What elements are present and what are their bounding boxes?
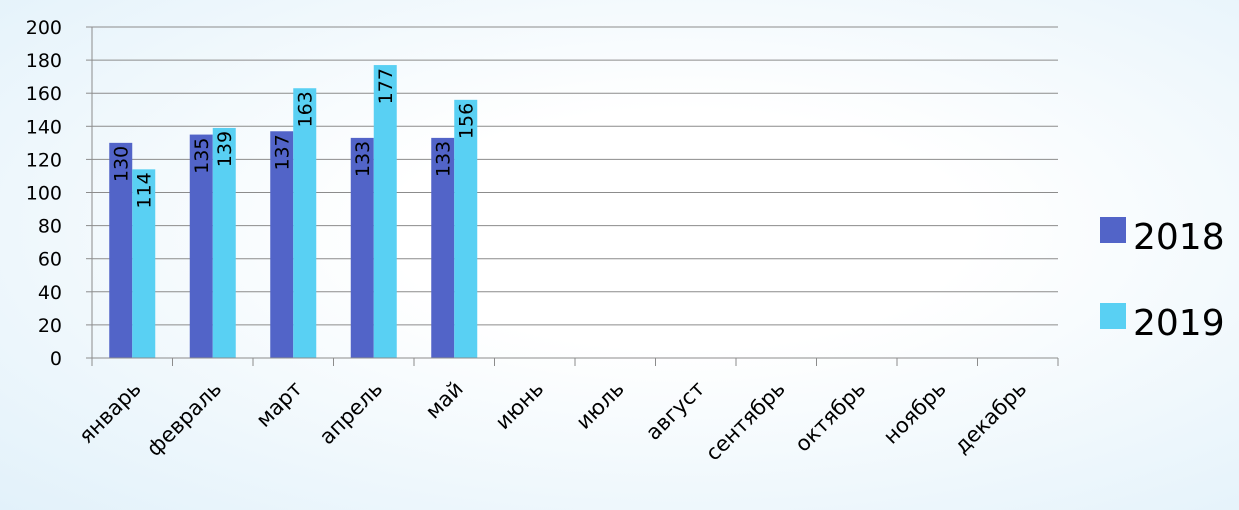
x-category-label: июнь [491, 377, 549, 435]
y-tick-label: 40 [38, 282, 62, 304]
bar-2019-январь [132, 169, 156, 358]
data-label: 133 [433, 141, 455, 177]
y-tick-label: 180 [26, 50, 62, 72]
y-tick-label: 120 [26, 149, 62, 171]
bar-2019-февраль [212, 127, 236, 358]
bar-2018-май [431, 137, 455, 358]
bar-2018-март [270, 131, 294, 358]
bar-2019-март [293, 88, 317, 359]
data-label: 139 [214, 131, 236, 167]
y-tick-label: 60 [38, 249, 62, 271]
legend-label: 2019 [1133, 303, 1225, 344]
y-tick-label: 80 [38, 216, 62, 238]
y-tick-label: 140 [26, 116, 62, 138]
data-label: 163 [295, 91, 317, 127]
bar-2019-апрель [373, 65, 397, 358]
y-axis-tick-labels: 0 20 40 60 80 100 120 140 160 180 200 [26, 17, 62, 370]
legend-swatch [1100, 217, 1126, 243]
x-category-label: октябрь [790, 377, 870, 457]
x-category-label: август [641, 377, 709, 445]
x-category-label: март [251, 377, 306, 432]
x-category-label: февраль [142, 377, 226, 461]
y-tick-label: 160 [26, 83, 62, 105]
x-category-label: декабрь [950, 377, 1032, 459]
x-category-label: апрель [315, 377, 388, 450]
x-category-label: май [421, 377, 468, 424]
y-tick-label: 200 [26, 17, 62, 39]
x-category-label: июль [571, 377, 628, 434]
y-tick-label: 0 [50, 348, 62, 370]
data-label: 177 [375, 68, 397, 104]
bar-2018-январь [109, 142, 133, 358]
x-category-label: сентябрь [701, 377, 790, 466]
y-tick-label: 20 [38, 315, 62, 337]
x-category-label: январь [74, 377, 146, 449]
legend-swatch [1100, 303, 1126, 329]
data-label: 156 [456, 103, 478, 139]
bar-2019-май [454, 99, 478, 358]
data-label: 130 [111, 146, 133, 182]
data-label: 133 [352, 141, 374, 177]
legend: 2018 2019 [1100, 217, 1225, 344]
gridlines [92, 26, 1058, 326]
x-category-label: ноябрь [879, 377, 951, 449]
data-label: 135 [191, 138, 213, 174]
bars [109, 65, 478, 359]
data-label: 114 [134, 172, 156, 208]
legend-label: 2018 [1133, 217, 1225, 258]
axes [86, 26, 1059, 366]
bar-2018-февраль [189, 134, 213, 358]
data-label: 137 [272, 134, 294, 170]
y-tick-label: 100 [26, 183, 62, 205]
bar-2018-апрель [350, 137, 374, 358]
